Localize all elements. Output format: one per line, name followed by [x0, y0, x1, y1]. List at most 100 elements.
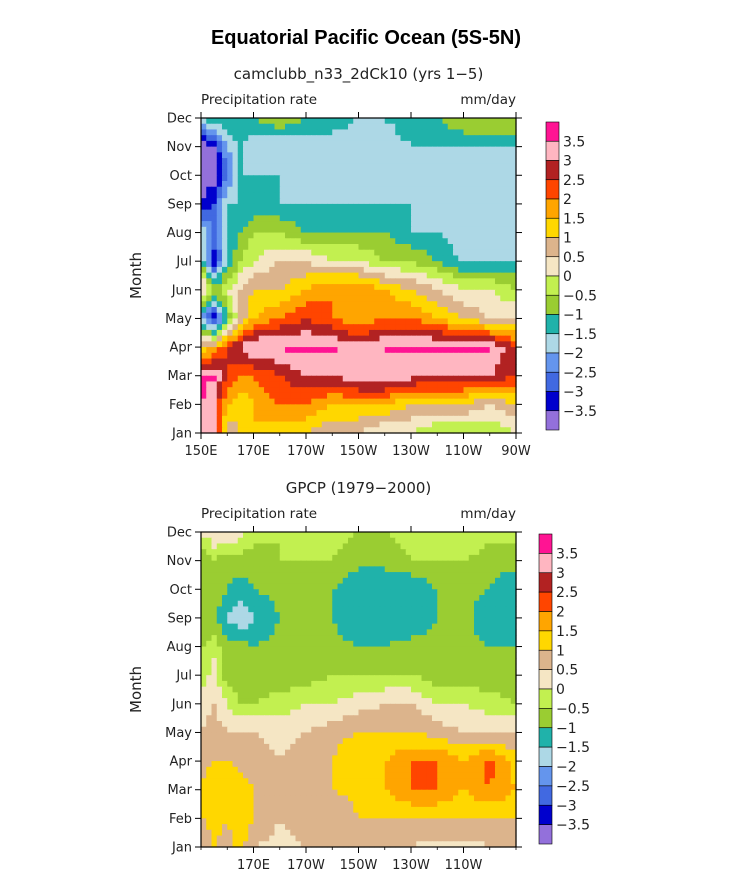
heatmap-cell — [442, 140, 449, 148]
heatmap-cell — [437, 589, 444, 596]
heatmap-cell — [274, 606, 281, 613]
heatmap-cell — [395, 566, 402, 573]
heatmap-cell — [468, 158, 475, 165]
heatmap-cell — [348, 347, 354, 354]
heatmap-cell — [484, 238, 491, 245]
heatmap-cell — [201, 203, 207, 211]
heatmap-cell — [337, 341, 344, 348]
heatmap-cell — [201, 560, 207, 567]
heatmap-cell — [374, 543, 381, 550]
heatmap-cell — [442, 135, 449, 142]
heatmap-cell — [232, 221, 239, 228]
heatmap-cell — [201, 329, 207, 337]
heatmap-cell — [384, 215, 391, 222]
heatmap-cell — [421, 146, 428, 153]
heatmap-cell — [447, 238, 454, 245]
heatmap-cell — [474, 652, 480, 659]
heatmap-cell — [211, 572, 218, 579]
panel-subtitle: camclubb_n33_2dCk10 (yrs 1−5) — [234, 65, 484, 84]
heatmap-cell — [474, 560, 480, 567]
heatmap-cell — [222, 146, 228, 153]
heatmap-cell — [327, 169, 333, 176]
heatmap-cell — [379, 324, 386, 331]
heatmap-cell — [358, 640, 365, 648]
heatmap-cell — [295, 410, 302, 417]
heatmap-cell — [379, 261, 386, 268]
heatmap-cell — [201, 272, 207, 279]
heatmap-cell — [290, 595, 297, 602]
heatmap-cell — [505, 364, 512, 371]
heatmap-cell — [384, 537, 391, 545]
heatmap-cell — [426, 163, 433, 171]
heatmap-cell — [505, 595, 512, 602]
heatmap-cell — [300, 146, 307, 153]
heatmap-cell — [269, 203, 276, 211]
heatmap-cell — [279, 658, 286, 665]
heatmap-cell — [279, 606, 286, 613]
heatmap-cell — [384, 532, 391, 539]
heatmap-cell — [269, 595, 276, 602]
heatmap-cell — [495, 203, 501, 211]
heatmap-cell — [353, 375, 360, 383]
heatmap-cell — [421, 249, 428, 257]
heatmap-cell — [321, 669, 328, 676]
heatmap-cell — [285, 146, 291, 153]
heatmap-cell — [237, 272, 244, 279]
heatmap-cell — [390, 612, 396, 619]
heatmap-cell — [416, 640, 423, 648]
heatmap-cell — [505, 226, 512, 234]
heatmap-cell — [279, 186, 286, 194]
heatmap-cell — [468, 560, 475, 567]
heatmap-cell — [253, 341, 260, 348]
heatmap-cell — [211, 646, 218, 653]
heatmap-cell — [437, 347, 444, 354]
heatmap-cell — [295, 658, 302, 665]
heatmap-cell — [400, 347, 407, 354]
heatmap-cell — [342, 595, 349, 602]
heatmap-cell — [468, 375, 475, 383]
heatmap-cell — [468, 129, 475, 136]
heatmap-cell — [453, 135, 459, 142]
heatmap-cell — [222, 352, 228, 360]
heatmap-cell — [374, 198, 381, 205]
heatmap-cell — [311, 680, 318, 688]
heatmap-cell — [237, 669, 244, 676]
heatmap-cell — [243, 617, 249, 625]
heatmap-cell — [327, 421, 333, 428]
heatmap-cell — [258, 543, 265, 550]
heatmap-cell — [416, 146, 423, 153]
heatmap-cell — [411, 129, 417, 136]
heatmap-cell — [510, 163, 517, 171]
heatmap-cell — [390, 640, 396, 648]
heatmap-cell — [379, 209, 386, 216]
heatmap-cell — [505, 123, 512, 131]
heatmap-cell — [453, 203, 459, 211]
heatmap-cell — [432, 347, 438, 354]
heatmap-cell — [384, 669, 391, 676]
heatmap-cell — [447, 566, 454, 573]
heatmap-cell — [300, 398, 307, 405]
heatmap-cell — [353, 629, 360, 636]
heatmap-cell — [484, 249, 491, 257]
heatmap-cell — [400, 209, 407, 216]
heatmap-cell — [353, 175, 360, 182]
heatmap-cell — [358, 255, 365, 262]
heatmap-cell — [311, 163, 318, 171]
heatmap-cell — [384, 318, 391, 325]
heatmap-cell — [432, 415, 438, 423]
heatmap-cell — [447, 255, 454, 262]
heatmap-cell — [437, 560, 444, 567]
heatmap-cell — [306, 415, 312, 423]
heatmap-cell — [489, 543, 496, 550]
heatmap-cell — [405, 675, 412, 682]
heatmap-cell — [411, 289, 417, 297]
heatmap-cell — [342, 118, 349, 125]
heatmap-cell — [405, 203, 412, 211]
heatmap-cell — [363, 163, 370, 171]
heatmap-cell — [358, 146, 365, 153]
heatmap-cell — [337, 658, 344, 665]
heatmap-cell — [405, 352, 412, 360]
heatmap-cell — [384, 301, 391, 308]
heatmap-cell — [426, 543, 433, 550]
heatmap-cell — [306, 370, 312, 377]
